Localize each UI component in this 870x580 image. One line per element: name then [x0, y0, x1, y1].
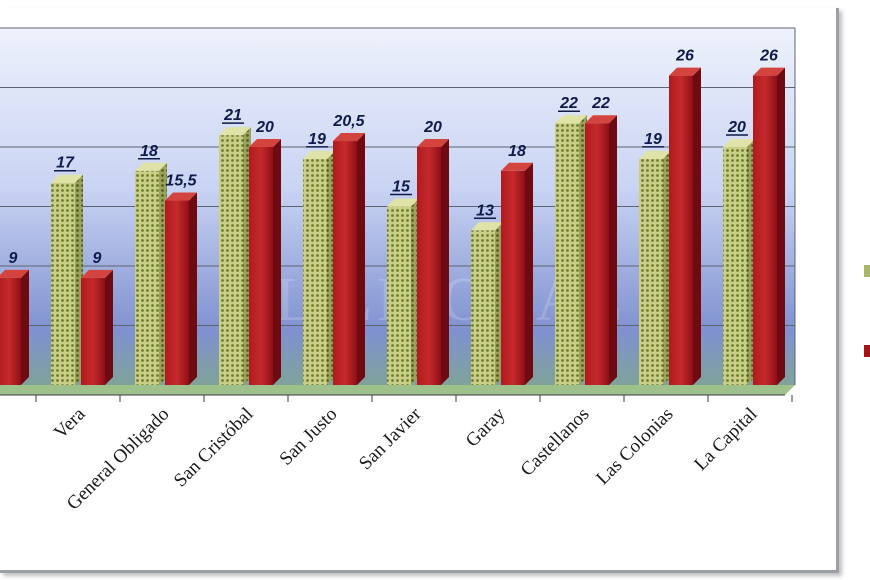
data-label-series-2: 18 — [508, 143, 526, 160]
bar-series-1 — [471, 222, 503, 385]
bar-series-2 — [585, 115, 617, 385]
legend-key-series-1 — [864, 265, 870, 277]
bar-series-2 — [0, 269, 29, 385]
bar-series-2 — [333, 133, 365, 385]
category-label: San Justo — [276, 404, 342, 470]
data-label-series-2: 20 — [255, 119, 274, 136]
data-label-series-1: 20 — [727, 119, 746, 136]
bar-series-2 — [669, 67, 701, 385]
bar-series-2 — [249, 139, 281, 385]
data-label-series-2: 20,5 — [332, 113, 365, 130]
category-label: Vera — [50, 403, 90, 443]
bar-series-1 — [723, 139, 755, 385]
data-label-series-2: 9 — [9, 250, 18, 267]
bar-series-1 — [135, 162, 167, 385]
data-label-series-1: 19 — [644, 131, 662, 148]
bar-series-2 — [417, 139, 449, 385]
data-label-series-1: 18 — [140, 143, 158, 160]
data-label-series-1: 17 — [56, 155, 75, 172]
bar-series-2 — [501, 162, 533, 385]
data-label-series-2: 26 — [675, 48, 694, 65]
legend-key-series-2 — [864, 345, 870, 357]
bar-series-1 — [219, 127, 251, 385]
category-label: San Cristóbal — [170, 404, 258, 492]
data-label-series-2: 22 — [591, 95, 610, 112]
bar-series-2 — [81, 269, 113, 385]
bar-series-1 — [51, 174, 83, 385]
bar-series-2 — [165, 192, 197, 385]
bar-series-1 — [639, 150, 671, 385]
category-label: Garay — [462, 403, 510, 451]
data-label-series-1: 21 — [223, 107, 242, 124]
category-label: San Javier — [355, 403, 426, 474]
data-label-series-1: 13 — [476, 202, 494, 219]
category-label: Castellanos — [517, 404, 594, 481]
bar-series-2 — [753, 67, 785, 385]
category-label: Las Colonias — [592, 404, 677, 489]
data-label-series-2: 20 — [423, 119, 442, 136]
data-label-series-1: 15 — [392, 179, 411, 196]
data-label-series-1: 22 — [559, 95, 578, 112]
data-label-series-1: 19 — [308, 131, 326, 148]
plot-floor — [0, 385, 795, 395]
bar-series-1 — [555, 115, 587, 385]
bar-series-1 — [387, 198, 419, 385]
category-label: La Capital — [690, 404, 761, 475]
data-label-series-2: 26 — [759, 48, 778, 65]
data-label-series-2: 9 — [93, 250, 102, 267]
data-label-series-2: 15,5 — [165, 173, 197, 190]
bar-series-1 — [303, 150, 335, 385]
